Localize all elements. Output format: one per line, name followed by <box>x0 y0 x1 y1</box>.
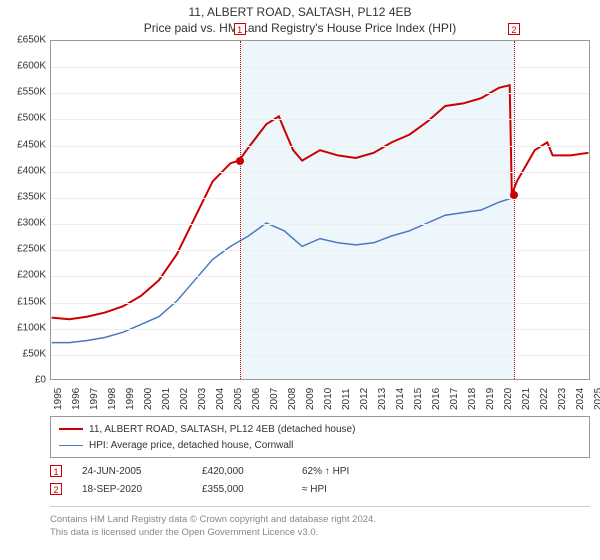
legend-label: HPI: Average price, detached house, Corn… <box>89 440 293 451</box>
sale-marker-2: 2 <box>508 23 520 35</box>
sale-date: 24-JUN-2005 <box>82 466 182 477</box>
x-tick-label: 2009 <box>305 388 316 410</box>
x-tick-label: 2000 <box>143 388 154 410</box>
x-tick-label: 2020 <box>503 388 514 410</box>
footer: Contains HM Land Registry data © Crown c… <box>50 506 590 539</box>
x-tick-label: 1995 <box>53 388 64 410</box>
x-tick-label: 2015 <box>413 388 424 410</box>
x-tick-label: 2021 <box>521 388 532 410</box>
sale-dot <box>510 191 518 199</box>
y-tick-label: £50K <box>2 348 46 359</box>
sale-dot <box>236 157 244 165</box>
x-tick-label: 2010 <box>323 388 334 410</box>
sale-index: 2 <box>50 483 62 495</box>
legend: 11, ALBERT ROAD, SALTASH, PL12 4EB (deta… <box>50 416 590 458</box>
chart: 12 £0 £50K £100K £150K £200K £250K £300K £350K £… <box>0 40 600 410</box>
sale-row: 2 18-SEP-2020 £355,000 ≈ HPI <box>50 480 590 498</box>
x-tick-label: 2024 <box>575 388 586 410</box>
x-tick-label: 2007 <box>269 388 280 410</box>
y-tick-label: £0 <box>2 375 46 386</box>
x-tick-label: 2006 <box>251 388 262 410</box>
legend-item: HPI: Average price, detached house, Corn… <box>59 437 581 453</box>
x-tick-label: 2001 <box>161 388 172 410</box>
y-tick-label: £550K <box>2 87 46 98</box>
x-tick-label: 2014 <box>395 388 406 410</box>
sale-delta: ≈ HPI <box>302 484 327 495</box>
x-tick-label: 2003 <box>197 388 208 410</box>
x-tick-label: 2008 <box>287 388 298 410</box>
sale-row: 1 24-JUN-2005 £420,000 62% ↑ HPI <box>50 462 590 480</box>
x-tick-label: 1996 <box>71 388 82 410</box>
sale-delta: 62% ↑ HPI <box>302 466 349 477</box>
y-tick-label: £400K <box>2 165 46 176</box>
x-tick-label: 2023 <box>557 388 568 410</box>
title-line-1: 11, ALBERT ROAD, SALTASH, PL12 4EB <box>0 4 600 20</box>
y-tick-label: £600K <box>2 61 46 72</box>
x-tick-label: 1997 <box>89 388 100 410</box>
x-tick-label: 2004 <box>215 388 226 410</box>
legend-swatch <box>59 428 83 430</box>
series-hpi <box>52 198 512 343</box>
y-tick-label: £200K <box>2 270 46 281</box>
footer-line-2: This data is licensed under the Open Gov… <box>50 526 590 539</box>
y-tick-label: £250K <box>2 244 46 255</box>
x-tick-label: 2025 <box>593 388 600 410</box>
x-tick-label: 2013 <box>377 388 388 410</box>
x-tick-label: 2017 <box>449 388 460 410</box>
sales-table: 1 24-JUN-2005 £420,000 62% ↑ HPI 2 18-SEP-202… <box>50 462 590 498</box>
x-tick-label: 2022 <box>539 388 550 410</box>
x-tick-label: 2002 <box>179 388 190 410</box>
plot-area: 12 <box>50 40 590 380</box>
legend-swatch <box>59 445 83 446</box>
sale-price: £355,000 <box>202 484 282 495</box>
x-tick-label: 2005 <box>233 388 244 410</box>
sale-price: £420,000 <box>202 466 282 477</box>
y-tick-label: £300K <box>2 218 46 229</box>
legend-label: 11, ALBERT ROAD, SALTASH, PL12 4EB (deta… <box>89 424 355 435</box>
footer-line-1: Contains HM Land Registry data © Crown c… <box>50 513 590 526</box>
x-tick-label: 1998 <box>107 388 118 410</box>
y-tick-label: £100K <box>2 322 46 333</box>
sale-date: 18-SEP-2020 <box>82 484 182 495</box>
sale-marker-1: 1 <box>234 23 246 35</box>
sale-index: 1 <box>50 465 62 477</box>
y-tick-label: £450K <box>2 139 46 150</box>
y-tick-label: £150K <box>2 296 46 307</box>
x-tick-label: 2016 <box>431 388 442 410</box>
x-tick-label: 2011 <box>341 388 352 410</box>
y-tick-label: £350K <box>2 191 46 202</box>
y-tick-label: £500K <box>2 113 46 124</box>
x-tick-label: 1999 <box>125 388 136 410</box>
legend-item: 11, ALBERT ROAD, SALTASH, PL12 4EB (deta… <box>59 421 581 437</box>
x-tick-label: 2019 <box>485 388 496 410</box>
x-tick-label: 2012 <box>359 388 370 410</box>
y-tick-label: £650K <box>2 35 46 46</box>
x-tick-label: 2018 <box>467 388 478 410</box>
